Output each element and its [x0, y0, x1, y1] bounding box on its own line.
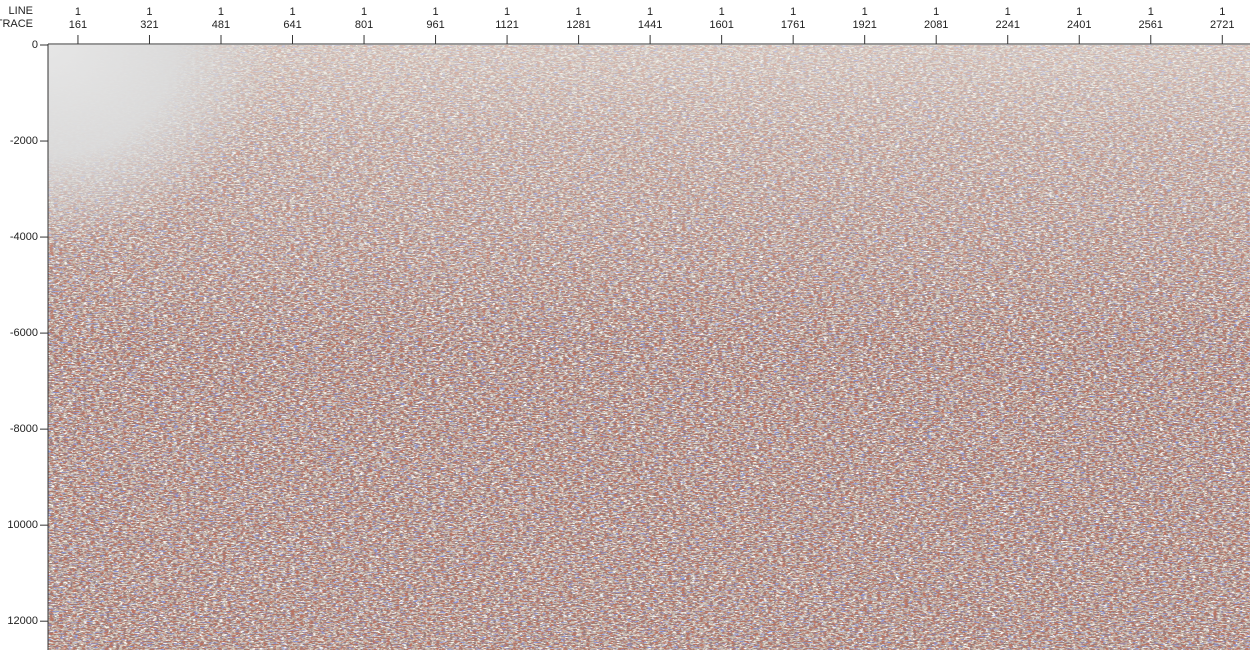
line-label: 1 — [719, 6, 725, 18]
axis-label: LINE — [9, 5, 33, 17]
x-tick-label: 161 — [69, 19, 87, 31]
line-label: 1 — [933, 6, 939, 18]
x-tick-label: 641 — [283, 19, 301, 31]
x-tick-label: 961 — [426, 19, 444, 31]
line-label: 1 — [1219, 6, 1225, 18]
line-label: 1 — [361, 6, 367, 18]
x-tick-label: 1601 — [709, 19, 733, 31]
y-tick-label: 0 — [32, 39, 38, 51]
axis-label: TRACE — [0, 18, 33, 30]
line-label: 1 — [146, 6, 152, 18]
line-label: 1 — [75, 6, 81, 18]
x-tick-label: 1761 — [781, 19, 805, 31]
x-tick-label: 1921 — [852, 19, 876, 31]
x-tick-label: 2561 — [1139, 19, 1163, 31]
y-tick-label: -2000 — [10, 135, 38, 147]
x-tick-label: 1441 — [638, 19, 662, 31]
x-tick-label: 2081 — [924, 19, 948, 31]
line-label: 1 — [1148, 6, 1154, 18]
x-tick-label: 1121 — [495, 19, 519, 31]
x-tick-label: 801 — [355, 19, 373, 31]
x-tick-label: 1281 — [566, 19, 590, 31]
y-tick-label: -8000 — [10, 423, 38, 435]
x-tick-label: 321 — [140, 19, 158, 31]
y-tick-label: 12000 — [7, 615, 38, 627]
line-label: 1 — [647, 6, 653, 18]
y-tick-label: 10000 — [7, 519, 38, 531]
shading — [48, 45, 1250, 650]
line-label: 1 — [790, 6, 796, 18]
line-label: 1 — [576, 6, 582, 18]
line-label: 1 — [218, 6, 224, 18]
line-label: 1 — [504, 6, 510, 18]
line-label: 1 — [432, 6, 438, 18]
y-tick-label: -4000 — [10, 231, 38, 243]
plot-area — [48, 45, 1250, 650]
x-tick-label: 2241 — [995, 19, 1019, 31]
line-label: 1 — [862, 6, 868, 18]
x-tick-label: 2401 — [1067, 19, 1091, 31]
x-tick-label: 481 — [212, 19, 230, 31]
line-label: 1 — [289, 6, 295, 18]
line-label: 1 — [1076, 6, 1082, 18]
y-tick-label: -6000 — [10, 327, 38, 339]
line-label: 1 — [1005, 6, 1011, 18]
x-tick-label: 2721 — [1210, 19, 1234, 31]
